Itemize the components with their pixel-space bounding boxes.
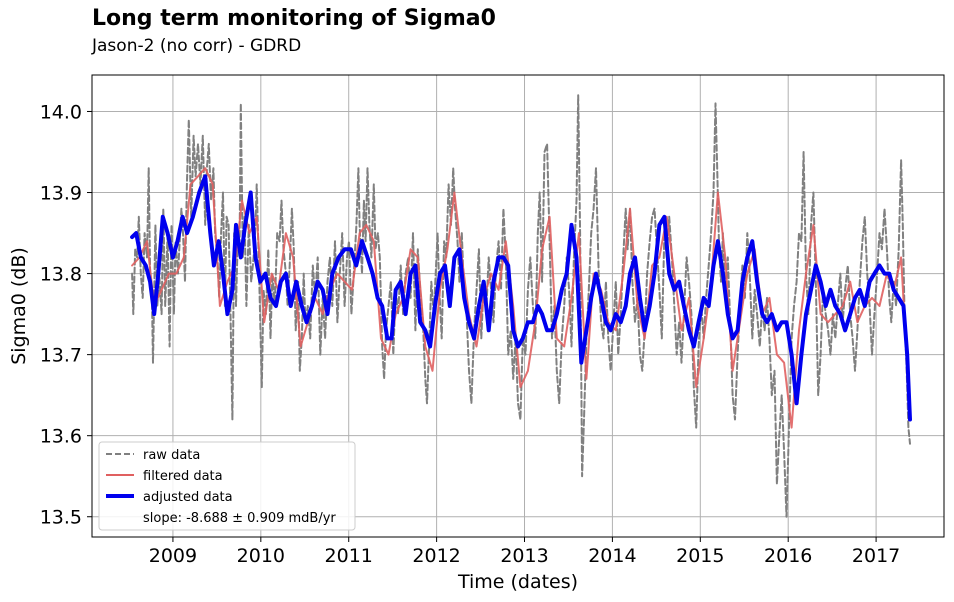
adjusted-data-line: [130, 174, 912, 422]
legend-label-adjusted: adjusted data: [143, 490, 233, 505]
raw-data-line: [131, 94, 911, 518]
legend: raw data filtered data adjusted data slo…: [98, 441, 356, 531]
y-tick-label: 13.5: [40, 507, 82, 529]
y-axis-label: Sigma0 (dB): [8, 247, 30, 365]
x-tick-label: 2015: [676, 545, 724, 567]
y-tick-label: 13.7: [40, 345, 82, 367]
x-tick-label: 2011: [325, 545, 373, 567]
legend-label-filtered: filtered data: [143, 469, 223, 484]
plot-area-frame: [91, 74, 945, 538]
x-tick-label: 2014: [588, 545, 636, 567]
x-axis-label: Time (dates): [457, 571, 578, 593]
x-tick-label: 2017: [852, 545, 900, 567]
y-tick-label: 13.8: [40, 264, 82, 286]
legend-label-raw: raw data: [143, 448, 200, 463]
chart-subtitle: Jason-2 (no corr) - GDRD: [92, 36, 302, 56]
x-tick-label: 2012: [412, 545, 460, 567]
x-tick-label: 2013: [500, 545, 548, 567]
x-tick-label: 2016: [764, 545, 812, 567]
y-tick-label: 13.9: [40, 183, 82, 205]
legend-box: [98, 441, 356, 531]
x-tick-label: 2009: [149, 545, 197, 567]
y-tick-label: 14.0: [40, 101, 82, 123]
filtered-data-line: [131, 167, 911, 429]
series-layer: [130, 94, 912, 518]
x-tick-label: 2010: [237, 545, 285, 567]
y-tick-label: 13.6: [40, 426, 82, 448]
chart-title: Long term monitoring of Sigma0: [92, 6, 496, 31]
axis-ticks: 2009 2010 2011 2012 2013 2014 2015 2016 2017 13.5…: [40, 101, 901, 567]
slope-annotation: slope: -8.688 ± 0.909 mdB/yr: [143, 511, 336, 526]
